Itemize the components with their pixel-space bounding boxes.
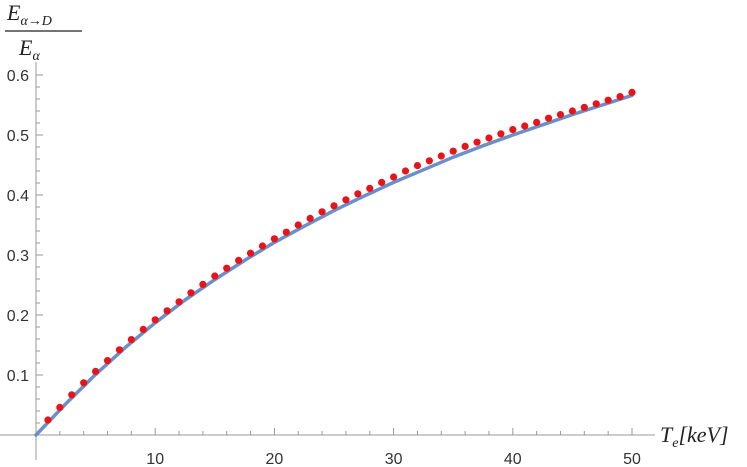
data-point	[151, 316, 159, 324]
data-point	[270, 235, 278, 243]
y-axis-label: Eα→D Eα	[5, 0, 82, 64]
x-label-main: T	[660, 422, 674, 447]
data-points	[44, 88, 636, 424]
data-point	[616, 93, 624, 101]
data-point	[390, 173, 398, 181]
data-point	[366, 184, 374, 192]
y-tick-label: 0.2	[7, 308, 29, 325]
x-axis-label: Te[keV]	[660, 422, 729, 451]
x-tick-label: 20	[266, 451, 284, 467]
data-point	[461, 142, 469, 150]
data-point	[497, 130, 505, 138]
data-point	[401, 167, 410, 175]
data-point	[44, 416, 52, 424]
data-point	[509, 126, 517, 134]
fit-curve	[34, 93, 634, 437]
data-point	[437, 152, 445, 160]
data-point	[628, 88, 636, 96]
data-point	[68, 391, 76, 399]
data-point	[533, 118, 541, 126]
y-label-denominator: Eα	[18, 35, 40, 64]
y-label-denominator-sub: α	[32, 49, 40, 64]
data-point	[604, 96, 612, 104]
y-tick-label: 0.4	[7, 188, 29, 205]
data-point	[294, 221, 302, 229]
y-tick-label: 0.1	[7, 368, 29, 385]
data-point	[175, 298, 183, 306]
axes	[0, 62, 655, 460]
data-point	[592, 100, 600, 108]
y-tick-label: 0.6	[7, 68, 29, 85]
x-label-sub: e	[672, 436, 678, 451]
x-tick-label: 30	[385, 451, 403, 467]
data-point	[211, 272, 219, 280]
data-point	[103, 357, 112, 365]
x-tick-label: 10	[146, 451, 164, 467]
data-point	[330, 202, 338, 210]
data-point	[282, 228, 290, 236]
y-label-numerator: Eα→D	[6, 0, 52, 29]
x-label-rest: [keV]	[678, 422, 728, 447]
data-point	[246, 249, 255, 257]
data-point	[56, 403, 64, 411]
data-point	[163, 307, 171, 315]
data-point	[473, 138, 481, 146]
y-label-denominator-main: E	[18, 35, 33, 60]
data-point	[306, 214, 314, 222]
data-point	[544, 114, 553, 122]
data-point	[199, 280, 207, 288]
data-point	[485, 134, 493, 142]
data-point	[223, 264, 231, 272]
tick-labels: 10 20 30 40 50 0.1 0.2 0.3 0.4 0.5 0.6	[7, 68, 641, 467]
x-tick-label: 50	[623, 451, 641, 467]
ticks	[36, 74, 633, 435]
x-tick-label: 40	[504, 451, 522, 467]
y-tick-label: 0.3	[7, 248, 29, 265]
data-point	[378, 178, 386, 186]
data-point	[568, 107, 577, 115]
y-label-numerator-main: E	[6, 0, 21, 25]
data-point	[187, 289, 195, 297]
data-point	[258, 242, 267, 250]
y-label-numerator-sub: α→D	[20, 14, 51, 29]
data-point	[521, 122, 529, 130]
data-point	[449, 147, 457, 155]
data-point	[318, 208, 326, 216]
data-point	[139, 325, 147, 333]
data-point	[127, 336, 135, 344]
data-point	[92, 367, 100, 375]
data-point	[425, 157, 433, 165]
y-tick-label: 0.5	[7, 128, 29, 145]
data-point	[413, 162, 422, 170]
data-point	[115, 346, 124, 354]
data-point	[354, 190, 362, 198]
data-point	[342, 196, 350, 204]
data-point	[80, 379, 88, 387]
data-point	[580, 103, 588, 111]
data-point	[556, 111, 565, 119]
data-point	[235, 256, 243, 264]
